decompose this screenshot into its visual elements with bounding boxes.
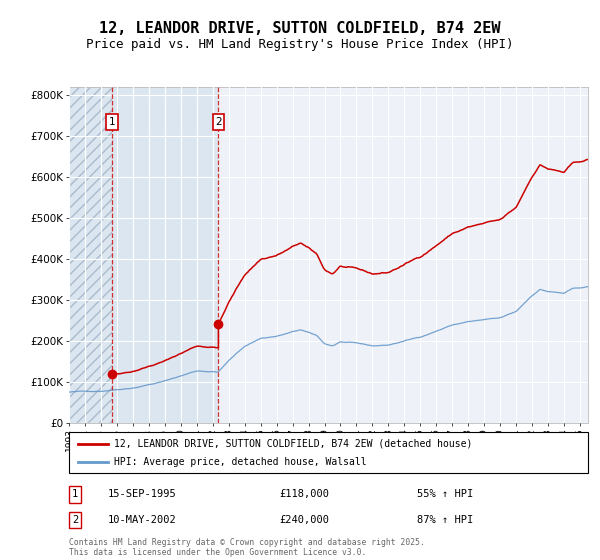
Bar <box>69 87 218 423</box>
Text: 1: 1 <box>72 489 78 500</box>
Bar <box>69 87 112 423</box>
Text: 2: 2 <box>72 515 78 525</box>
Text: 1: 1 <box>109 117 116 127</box>
Text: 2: 2 <box>215 117 222 127</box>
Text: HPI: Average price, detached house, Walsall: HPI: Average price, detached house, Wals… <box>114 457 367 466</box>
Text: 15-SEP-1995: 15-SEP-1995 <box>108 489 177 500</box>
Text: 12, LEANDOR DRIVE, SUTTON COLDFIELD, B74 2EW: 12, LEANDOR DRIVE, SUTTON COLDFIELD, B74… <box>99 21 501 36</box>
Text: 55% ↑ HPI: 55% ↑ HPI <box>417 489 473 500</box>
Text: 12, LEANDOR DRIVE, SUTTON COLDFIELD, B74 2EW (detached house): 12, LEANDOR DRIVE, SUTTON COLDFIELD, B74… <box>114 439 472 449</box>
Text: £240,000: £240,000 <box>279 515 329 525</box>
Text: Price paid vs. HM Land Registry's House Price Index (HPI): Price paid vs. HM Land Registry's House … <box>86 38 514 50</box>
Text: £118,000: £118,000 <box>279 489 329 500</box>
Text: Contains HM Land Registry data © Crown copyright and database right 2025.
This d: Contains HM Land Registry data © Crown c… <box>69 538 425 557</box>
Text: 87% ↑ HPI: 87% ↑ HPI <box>417 515 473 525</box>
Text: 10-MAY-2002: 10-MAY-2002 <box>108 515 177 525</box>
